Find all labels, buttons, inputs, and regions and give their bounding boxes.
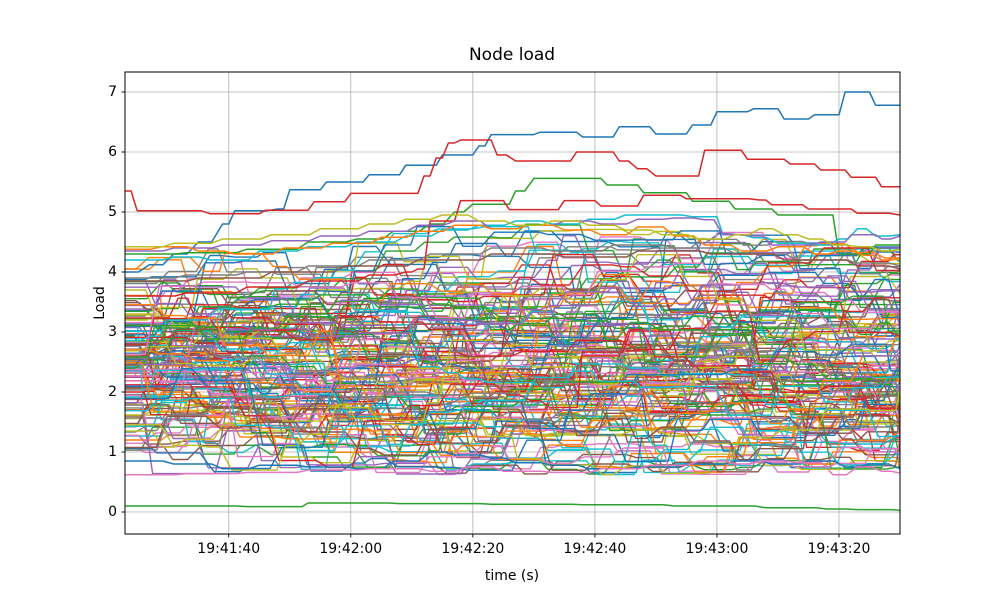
load-line (125, 297, 900, 361)
load-line-orange-high-node (125, 224, 900, 261)
load-line (125, 370, 900, 452)
load-line (125, 343, 900, 472)
x-tick-label: 19:43:20 (807, 541, 871, 557)
y-tick-label: 3 (108, 324, 117, 340)
load-line (125, 330, 900, 469)
chart-title: Node load (468, 45, 556, 65)
load-line-low-pink-node (125, 460, 900, 476)
load-line (125, 228, 900, 373)
x-tick-label: 19:42:20 (441, 541, 505, 557)
load-line (125, 368, 900, 470)
load-line (125, 230, 900, 285)
y-tick-label: 2 (108, 384, 117, 400)
load-line-top-blue-node (125, 91, 900, 273)
load-line (125, 254, 900, 448)
load-line (125, 271, 900, 423)
load-line (125, 268, 900, 337)
load-line (125, 367, 900, 469)
load-line (125, 245, 900, 356)
load-line (125, 247, 900, 346)
load-line (125, 318, 900, 470)
x-tick-label: 19:42:40 (563, 541, 627, 557)
load-line (125, 289, 900, 399)
load-line-idle-green-node (125, 502, 900, 511)
y-tick-label: 0 (108, 504, 117, 520)
x-tick-label: 19:42:00 (319, 541, 383, 557)
tick-marks (121, 91, 840, 538)
load-line (125, 301, 900, 456)
load-line (125, 226, 900, 336)
load-line (125, 226, 900, 346)
load-line-green-peak-node (125, 177, 900, 255)
load-line-brown-high-node (125, 250, 900, 282)
load-line (125, 333, 900, 402)
load-line-purple-high-node (125, 217, 900, 252)
load-line (125, 316, 900, 397)
load-line (125, 374, 900, 469)
load-line (125, 368, 900, 461)
x-axis-label: time (s) (484, 568, 540, 584)
load-line (125, 340, 900, 425)
x-tick-label: 19:43:00 (685, 541, 749, 557)
load-line-second-red-node (125, 194, 900, 297)
y-tick-label: 5 (108, 204, 117, 220)
y-axis-label: Load (92, 286, 108, 320)
y-tick-label: 1 (108, 444, 117, 460)
load-series (125, 91, 900, 511)
load-line (125, 262, 900, 355)
load-line-top-red-node (125, 139, 900, 215)
load-line (125, 276, 900, 438)
load-line (125, 360, 900, 457)
load-line (125, 314, 900, 390)
load-line (125, 388, 900, 476)
y-tick-label: 4 (108, 264, 117, 280)
load-line (125, 328, 900, 469)
load-line (125, 293, 900, 384)
load-line (125, 253, 900, 368)
x-tick-label: 19:41:40 (197, 541, 261, 557)
load-line (125, 288, 900, 365)
load-line-gray-high-node (125, 244, 900, 279)
y-tick-label: 6 (108, 144, 117, 160)
axes-frame (124, 71, 901, 535)
y-tick-label: 7 (108, 84, 117, 100)
load-line (125, 407, 900, 475)
load-line-olive-high-node (125, 214, 900, 252)
